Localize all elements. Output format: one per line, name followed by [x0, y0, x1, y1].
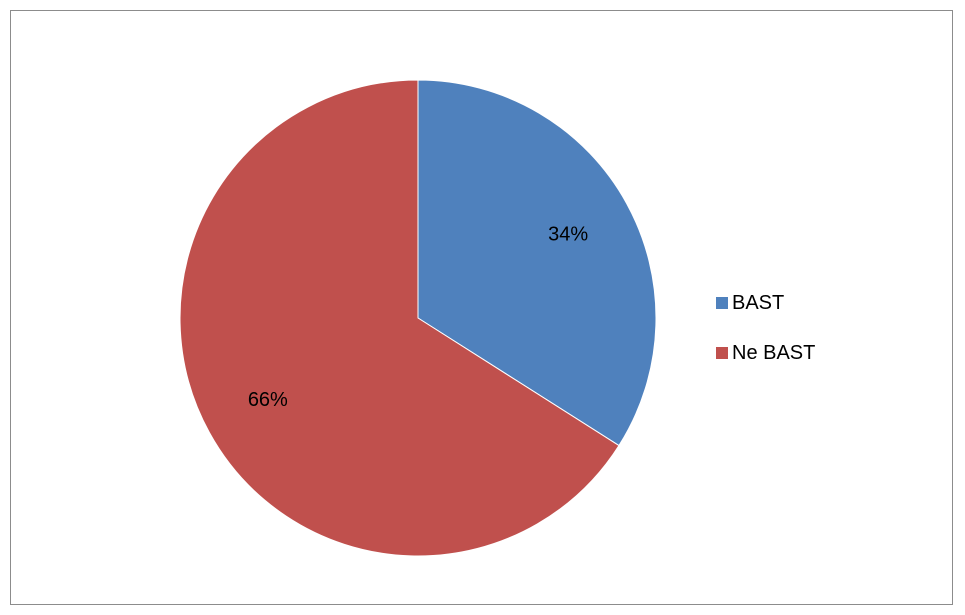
legend-swatch-ne-bast	[716, 347, 728, 359]
legend: BAST Ne BAST	[716, 291, 815, 391]
pie-chart: 34% 66%	[179, 79, 657, 557]
pie-slice-bast	[417, 79, 657, 447]
data-label-ne-bast: 66%	[248, 389, 288, 411]
legend-label-ne-bast: Ne BAST	[732, 341, 816, 364]
legend-item-bast: BAST	[716, 291, 815, 315]
chart-area: 34% 66% BAST Ne BAST	[10, 10, 953, 605]
data-label-bast: 34%	[548, 224, 588, 246]
legend-item-ne-bast: Ne BAST	[716, 341, 815, 365]
legend-swatch-bast	[716, 297, 728, 309]
pie-slice-ne-bast	[179, 79, 620, 557]
legend-label-bast: BAST	[732, 291, 785, 314]
